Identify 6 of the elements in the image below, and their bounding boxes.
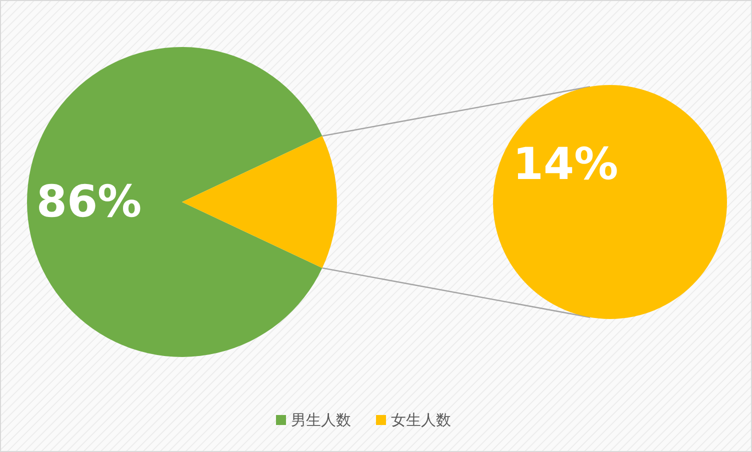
data-label: 86% — [36, 176, 142, 228]
pie-slice — [27, 47, 322, 357]
pie-slice — [182, 136, 337, 268]
legend-label: 女生人数 — [391, 411, 451, 429]
legend-label: 男生人数 — [291, 411, 351, 429]
data-label: 14% — [512, 139, 618, 190]
